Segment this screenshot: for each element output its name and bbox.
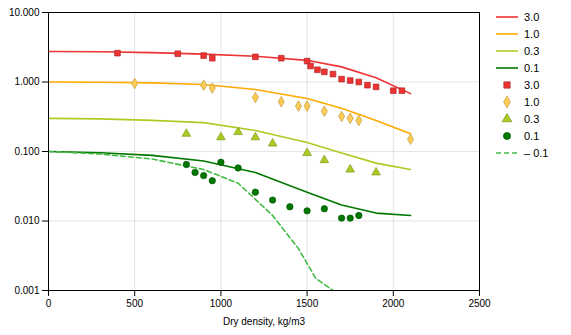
html-text:0.1: 0.1: [524, 129, 540, 142]
html-text:1.0: 1.0: [524, 95, 540, 108]
html-text:3.0: 3.0: [524, 10, 540, 23]
html-text:0.3: 0.3: [524, 112, 540, 125]
svg-text:10.000: 10.000: [9, 7, 40, 18]
svg-text:1500: 1500: [296, 298, 319, 309]
html-text:0.3: 0.3: [524, 44, 540, 57]
svg-text:0.010: 0.010: [14, 215, 39, 226]
svg-text:2500: 2500: [468, 298, 491, 309]
html-text:‒ 0.1: ‒ 0.1: [524, 146, 549, 159]
svg-text:2000: 2000: [382, 298, 405, 309]
svg-text:0.100: 0.100: [14, 146, 39, 157]
html-text:0.1: 0.1: [524, 61, 540, 74]
html-text:3.0: 3.0: [524, 78, 540, 91]
svg-text:1.000: 1.000: [14, 76, 39, 87]
html-text:1.0: 1.0: [524, 27, 540, 40]
svg-text:500: 500: [126, 298, 143, 309]
svg-text:Dry density, kg/m3: Dry density, kg/m3: [223, 316, 305, 327]
svg-text:0: 0: [46, 298, 52, 309]
svg-text:0.001: 0.001: [14, 285, 39, 296]
svg-text:1000: 1000: [210, 298, 233, 309]
